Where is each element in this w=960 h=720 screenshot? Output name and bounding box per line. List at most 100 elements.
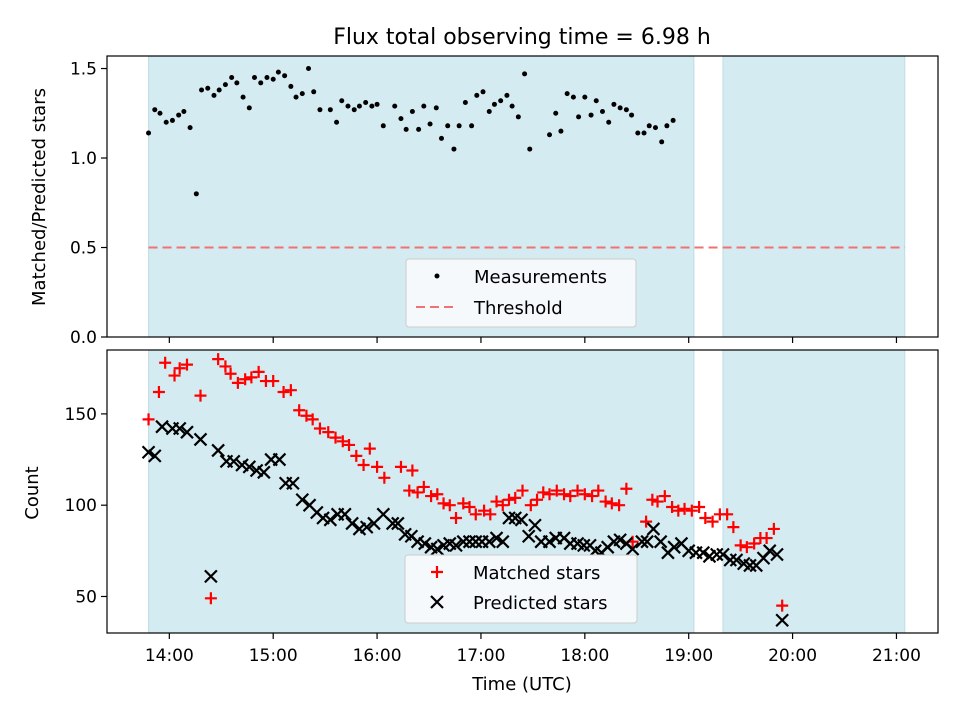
matched-star-point [343, 438, 356, 451]
measurement-point [641, 130, 647, 136]
measurement-point [409, 108, 415, 114]
measurement-point [181, 108, 187, 114]
measurement-point [216, 87, 222, 93]
matched-star-point [760, 532, 773, 545]
measurement-point [427, 121, 433, 127]
measurement-point [264, 74, 270, 80]
x-axis-label: Time (UTC) [471, 674, 572, 695]
predicted-star-point [729, 553, 744, 567]
observing-window [722, 55, 906, 338]
measurement-point [522, 71, 528, 77]
matched-star-point [357, 459, 370, 472]
matched-star-point [592, 484, 605, 497]
y-tick-label: 1.0 [70, 149, 97, 169]
legend-threshold: Threshold [473, 298, 563, 319]
measurement-point [646, 123, 652, 129]
measurement-point [252, 74, 258, 80]
matched-star-point [329, 431, 342, 444]
measurement-point [351, 107, 357, 113]
measurement-point [558, 128, 564, 134]
predicted-star-point [295, 492, 310, 507]
measurement-point [334, 119, 340, 125]
chart-title: Flux total observing time = 6.98 h [333, 25, 711, 50]
predicted-star-point [625, 542, 640, 556]
matched-star-point [293, 404, 306, 417]
y-tick-label: 50 [75, 587, 97, 607]
measurement-point [356, 103, 362, 109]
matched-star-point [394, 460, 407, 473]
matched-star-point [578, 488, 591, 501]
predicted-star-point [646, 522, 661, 536]
predicted-star-point [762, 544, 777, 558]
matched-star-point [180, 358, 193, 371]
bottom-panel: 50 100 150 14:00 15:00 16:00 17:00 18:00 19:00 2… [22, 349, 939, 695]
top-axes-frame [106, 55, 939, 338]
matched-star-point [350, 449, 363, 462]
matched-star-point [599, 495, 612, 508]
x-tick-label: 21:00 [872, 646, 921, 666]
measurement-point [275, 69, 281, 75]
predicted-star-point [502, 511, 516, 525]
matched-star-point [168, 369, 181, 382]
predicted-star-point [716, 547, 730, 562]
matched-star-point [437, 497, 450, 510]
matched-star-point [727, 521, 740, 534]
bottom-x-ticks: 14:00 15:00 16:00 17:00 18:00 19:00 20:00 21:00 [145, 633, 921, 666]
matched-star-point [767, 522, 780, 535]
predicted-star-point [193, 432, 208, 447]
matched-star-point [484, 508, 497, 521]
x-tick-label: 17:00 [456, 646, 505, 666]
measurement-point [380, 123, 386, 129]
measurement-point [599, 108, 605, 114]
matched-star-point [524, 499, 537, 512]
measurement-point [392, 103, 398, 109]
measurement-point [146, 130, 152, 136]
matched-star-point [224, 367, 237, 380]
measurement-point [664, 123, 670, 129]
matched-star-point [378, 471, 391, 484]
measurement-point [234, 80, 240, 86]
bottom-y-label: Count [22, 466, 43, 519]
matched-star-point [613, 499, 626, 512]
measurement-point [445, 123, 451, 129]
y-tick-label: 0.5 [70, 239, 97, 259]
matched-star-point [721, 508, 734, 521]
y-tick-label: 150 [65, 405, 97, 425]
measurement-point [553, 110, 559, 116]
matched-star-point [509, 491, 522, 504]
predicted-star-point [489, 531, 504, 545]
measurement-point [491, 101, 497, 107]
predicted-star-point [613, 533, 627, 547]
predicted-star-point [521, 529, 536, 544]
measurement-point [205, 85, 211, 91]
matched-star-point [543, 488, 556, 501]
measurement-point [588, 112, 594, 118]
measurement-point [199, 87, 205, 93]
measurement-point [222, 82, 228, 88]
measurement-point [652, 125, 658, 131]
matched-star-point [516, 484, 529, 497]
predicted-star-point [577, 538, 591, 553]
predicted-star-point [272, 452, 287, 467]
y-tick-label: 1.5 [70, 60, 97, 80]
matched-star-point [231, 376, 244, 389]
predicted-star-point [528, 518, 542, 533]
predicted-star-point [542, 534, 557, 549]
bottom-legend: Matched stars Predicted stars [404, 554, 638, 624]
measurement-point [469, 123, 475, 129]
matched-star-point [245, 371, 258, 384]
measurement-point [157, 110, 163, 116]
measurement-point [670, 117, 676, 123]
measurement-point [480, 89, 486, 95]
measurement-point [421, 103, 427, 109]
measurement-point [547, 132, 553, 138]
measurement-point [606, 119, 612, 125]
predicted-star-point [359, 520, 374, 534]
measurement-point [564, 91, 570, 97]
measurement-point [504, 92, 510, 98]
matched-star-point [363, 442, 376, 455]
measurement-point [152, 107, 158, 113]
predicted-star-point [180, 425, 194, 439]
measurement-point [659, 139, 665, 145]
legend-measurement-marker [434, 273, 440, 279]
